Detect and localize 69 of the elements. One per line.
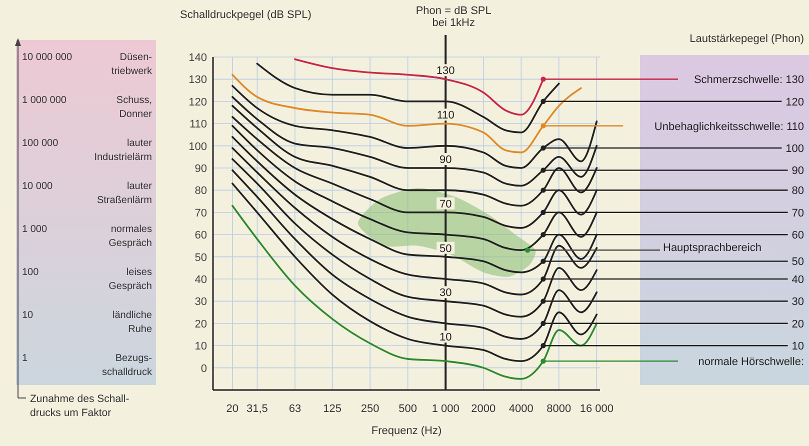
text: 90 [792,165,804,178]
text: 1 000 [22,224,48,235]
y-tick-label: 80 [194,185,207,198]
text: Düsen- triebwerk [111,52,153,77]
x-tick-label: 4000 [508,403,534,415]
ref-line-label: Phon = dB SPL bei 1kHz [416,5,492,29]
text: 1 [22,353,28,364]
y-tick-label: 0 [200,362,207,375]
x-tick-label: 8000 [546,403,572,415]
y-tick-label: 20 [194,318,207,330]
y-tick-label: 60 [194,230,207,242]
y-tick-label: 110 [189,118,207,131]
x-tick-label: 2000 [471,403,496,415]
text: 30 [792,296,804,308]
data-label: 50 [439,242,452,255]
text: 50 [792,256,804,268]
text: 10 [792,340,804,353]
text: Schmerzschwelle: 130 [694,74,804,86]
x-tick-label: 1 000 [432,403,460,415]
text: 60 [792,230,804,242]
text: 70 [792,207,804,220]
text: 10 000 [22,181,54,192]
x-tick-label: 31,5 [246,403,268,415]
text: 20 [792,318,804,330]
x-tick-label: 500 [398,403,418,415]
text: Bezugs- schalldruck [102,353,153,378]
text: 100 [22,267,40,278]
text: 10 [22,310,34,321]
y-tick-label: 40 [194,274,207,286]
text: lauter Straßenlärm [96,181,153,206]
text: lauter Industrielärm [94,138,153,163]
text: normales Gespräch [108,224,152,249]
text: Unbehaglichkeitsschwelle: 110 [654,120,804,133]
y-tick-label: 130 [188,74,207,86]
x-tick-label: 20 [226,403,239,415]
x-tick-label: 63 [288,403,302,415]
y-tick-label: 70 [194,207,207,220]
data-label: 70 [439,198,452,210]
y-tick-label: 30 [194,296,207,308]
text: 40 [792,274,804,286]
y-tick-label: 50 [194,252,207,264]
y-tick-label: 100 [188,140,207,153]
data-label: 10 [439,332,452,344]
y-tick-label: 90 [194,163,207,175]
text: normale Hörschwelle: [698,356,804,368]
text: 100 [786,143,804,156]
text: leises Gespräch [108,267,152,292]
data-label: 30 [439,287,452,300]
text: 120 [786,96,804,108]
text: Zunahme des Schall- drucks um Faktor [30,393,130,419]
y-tick-label: 120 [188,96,207,108]
x-tick-label: 16 000 [580,403,614,415]
y-tick-label: 10 [194,340,207,353]
text: 10 000 000 [22,52,72,63]
text: 1 000 000 [22,95,67,106]
data-label: 130 [436,65,455,78]
x-axis-title: Frequenz (Hz) [371,425,442,437]
text: Schuss, Donner [116,95,153,120]
y-tick-label: 140 [188,52,207,64]
x-tick-label: 125 [323,403,342,415]
data-label: 110 [436,110,454,122]
text: ländliche Ruhe [112,310,152,335]
text: 80 [792,185,804,198]
annotation: Hauptsprachbereich [663,242,762,254]
text: 100 000 [22,138,59,149]
legend-title: Lautstärkepegel (Phon) [690,33,804,45]
y-axis-title: Schalldruckpegel (dB SPL) [180,9,312,21]
data-label: 90 [439,154,452,166]
x-tick-label: 250 [360,403,380,415]
